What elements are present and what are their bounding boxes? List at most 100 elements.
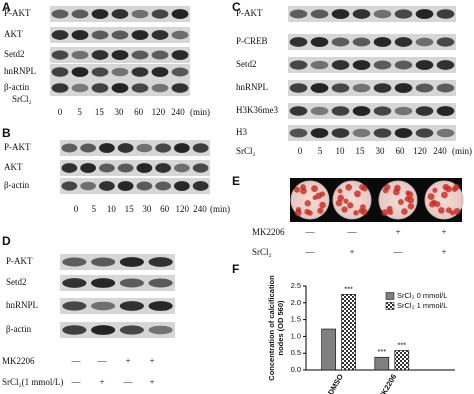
stain-spot [445, 185, 452, 193]
bar [374, 356, 390, 371]
time-label: 5 [91, 204, 96, 214]
blot-band [136, 143, 153, 153]
stain-spot [311, 185, 318, 193]
blot-band [117, 163, 134, 173]
row-label: hnRNPL [6, 300, 38, 310]
time-unit: (min) [190, 107, 210, 117]
blot-band [352, 128, 371, 138]
blot-band [71, 9, 89, 19]
blot-band [436, 60, 455, 70]
condition-sign: — [347, 227, 358, 237]
blot-band [171, 67, 189, 77]
stain-spot [405, 190, 411, 196]
stain-spot [359, 184, 365, 191]
time-label: 60 [160, 204, 170, 214]
bar-chart: 0.0 0.5 1.0 1.5 2.0 2.5 Concentration of calci… [267, 275, 455, 394]
panel-label: F [232, 262, 239, 276]
blot-strip [60, 322, 175, 338]
row-label: Setd2 [6, 277, 27, 287]
blot-strip [288, 6, 456, 22]
blot-strip [288, 125, 456, 141]
stain-spot [294, 209, 302, 217]
blot-band [415, 37, 434, 47]
stain-spot [434, 201, 441, 208]
panel-label: B [2, 126, 11, 140]
blot-band [171, 50, 189, 60]
condition-sign: + [149, 356, 154, 366]
blot-band [61, 143, 78, 153]
blot-band [119, 257, 144, 267]
stain-spot [358, 208, 364, 214]
blot-band [174, 163, 190, 173]
time-label: 15 [95, 107, 105, 117]
blot-band [310, 106, 329, 116]
blot-band [61, 163, 78, 173]
blot-band [80, 143, 96, 153]
blot-band [373, 83, 392, 93]
stain-spot [441, 191, 448, 199]
row-label: hnRNPL [4, 66, 36, 76]
blot-strip [60, 160, 210, 176]
condition-sign: + [349, 247, 354, 257]
time-label: 0 [58, 107, 63, 117]
blot-band [394, 9, 413, 19]
blot-band [51, 50, 69, 60]
blot-band [171, 9, 189, 19]
blot-band [71, 83, 89, 93]
blot-band [99, 163, 115, 173]
y-tick-label: 1.5 [291, 315, 301, 324]
stain-spot [300, 187, 307, 195]
treatment-label: SrCl₂ [12, 94, 32, 104]
blot-band [91, 9, 109, 19]
blot-band [91, 301, 116, 311]
time-label: 5 [318, 146, 323, 156]
blot-band [131, 83, 149, 93]
blot-band [310, 60, 329, 70]
blot-band [91, 325, 116, 335]
blot-band [117, 143, 134, 153]
blot-band [111, 83, 129, 93]
time-label: 60 [396, 146, 406, 156]
time-unit: (min) [452, 146, 472, 156]
blot-band [91, 278, 116, 288]
blot-band [331, 9, 350, 19]
row-label: P-AKT [4, 142, 31, 152]
blot-band [136, 163, 153, 173]
blot-band [171, 83, 189, 93]
stain-spot [312, 195, 318, 201]
blot-band [352, 83, 371, 93]
stain-spot [347, 202, 354, 209]
time-label: 10 [336, 146, 346, 156]
blot-band [436, 128, 455, 138]
blot-band [415, 128, 434, 138]
time-label: 0 [74, 204, 79, 214]
row-label: β-actin [6, 324, 32, 334]
time-label: 5 [77, 107, 82, 117]
blot-strip [60, 140, 210, 156]
blot-band [131, 9, 149, 19]
blot-band [151, 50, 169, 60]
row-label: β-actin [4, 82, 30, 92]
blot-strip [60, 275, 175, 291]
blot-band [436, 9, 455, 19]
row-label: P-AKT [236, 8, 263, 18]
condition-sign: + [441, 227, 446, 237]
row-label: P-AKT [6, 256, 33, 266]
blot-band [71, 50, 89, 60]
blot-band [131, 67, 149, 77]
row-label: P-CREB [236, 36, 268, 46]
stain-spot [445, 207, 452, 214]
y-tick-label: 2.5 [291, 281, 301, 290]
blot-band [310, 128, 329, 138]
blot-band [111, 50, 129, 60]
blot-band [91, 257, 116, 267]
y-tick-label: 1.0 [291, 331, 301, 340]
blot-band [192, 143, 209, 153]
blot-band [117, 181, 134, 191]
blot-band [436, 83, 455, 93]
blot-band [373, 106, 392, 116]
panel-label: E [232, 174, 240, 188]
blot-band [415, 83, 434, 93]
condition-sign: + [125, 356, 130, 366]
stain-spot [397, 198, 404, 206]
